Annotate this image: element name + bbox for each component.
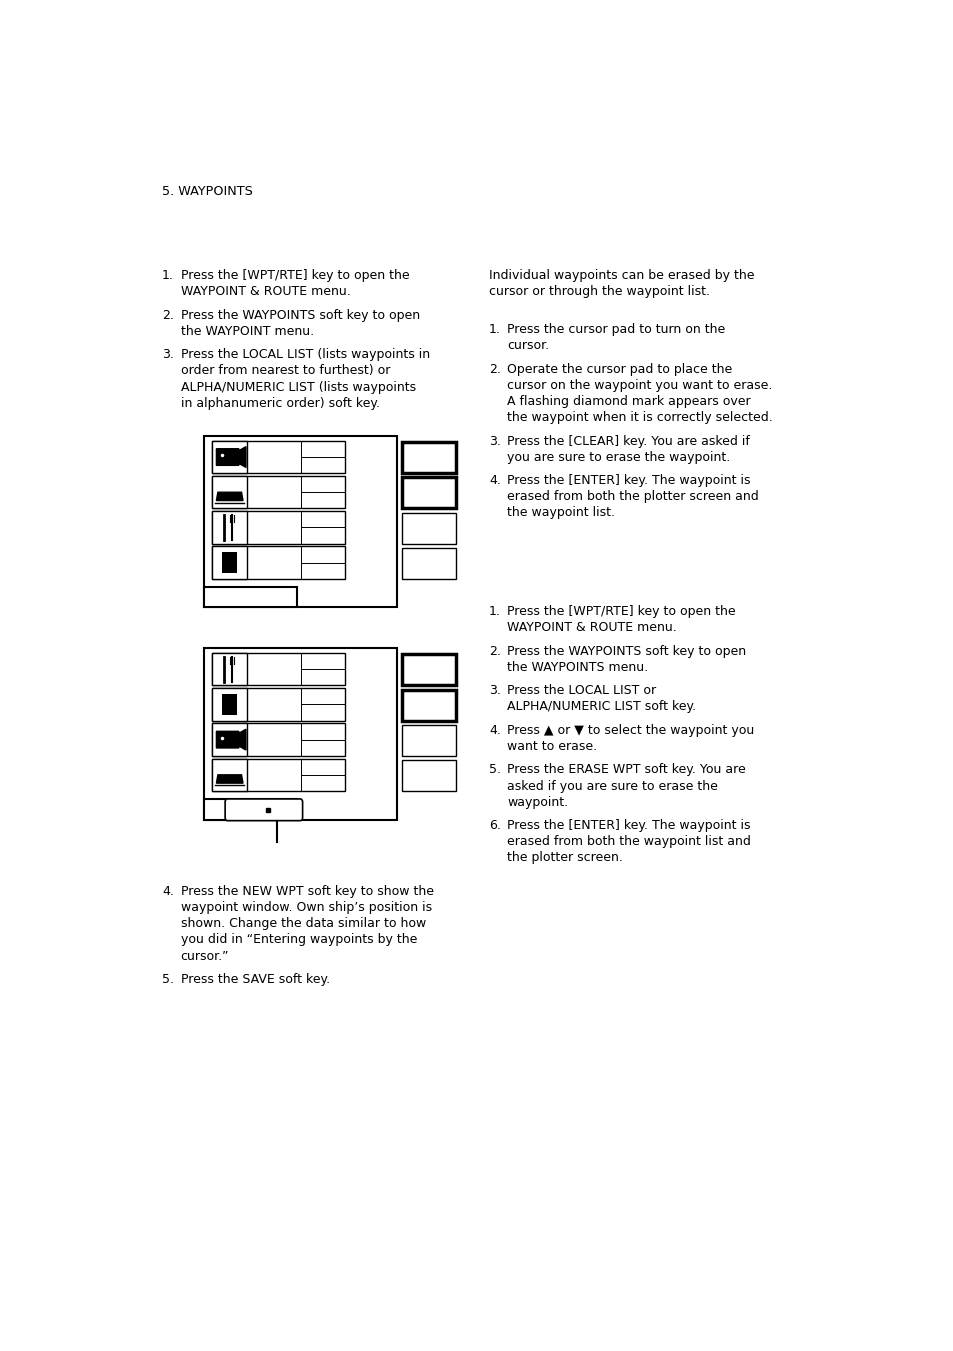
- Text: the waypoint list.: the waypoint list.: [507, 507, 615, 519]
- Text: 5.: 5.: [488, 763, 500, 777]
- Bar: [204, 436, 396, 608]
- Text: the plotter screen.: the plotter screen.: [507, 851, 622, 865]
- Text: 5.: 5.: [162, 973, 174, 986]
- Text: Press the WAYPOINTS soft key to open: Press the WAYPOINTS soft key to open: [507, 644, 746, 658]
- Text: 4.: 4.: [488, 724, 500, 736]
- Bar: [212, 759, 344, 790]
- Bar: [212, 511, 247, 543]
- Bar: [402, 512, 456, 543]
- Text: want to erase.: want to erase.: [507, 740, 597, 753]
- Text: 1.: 1.: [488, 605, 500, 619]
- Bar: [204, 648, 396, 820]
- Text: in alphanumeric order) soft key.: in alphanumeric order) soft key.: [180, 397, 379, 409]
- Text: 3.: 3.: [162, 349, 173, 361]
- Text: Press the [WPT/RTE] key to open the: Press the [WPT/RTE] key to open the: [180, 269, 409, 282]
- Text: ALPHA/NUMERIC LIST (lists waypoints: ALPHA/NUMERIC LIST (lists waypoints: [180, 381, 416, 393]
- Text: 6.: 6.: [488, 819, 500, 832]
- Bar: [212, 546, 247, 578]
- Bar: [212, 511, 344, 543]
- Bar: [212, 688, 344, 720]
- Text: cursor.: cursor.: [507, 339, 549, 353]
- Bar: [402, 761, 456, 790]
- Text: erased from both the waypoint list and: erased from both the waypoint list and: [507, 835, 751, 848]
- Bar: [204, 798, 296, 820]
- Text: shown. Change the data similar to how: shown. Change the data similar to how: [180, 917, 425, 931]
- Text: cursor.”: cursor.”: [180, 950, 229, 963]
- Polygon shape: [216, 449, 243, 465]
- Bar: [212, 723, 344, 755]
- Text: cursor or through the waypoint list.: cursor or through the waypoint list.: [488, 285, 709, 299]
- Text: waypoint window. Own ship’s position is: waypoint window. Own ship’s position is: [180, 901, 432, 915]
- Text: Press the SAVE soft key.: Press the SAVE soft key.: [180, 973, 330, 986]
- Bar: [402, 547, 456, 578]
- FancyBboxPatch shape: [225, 798, 302, 820]
- Text: the waypoint when it is correctly selected.: the waypoint when it is correctly select…: [507, 411, 772, 424]
- Bar: [204, 586, 296, 608]
- Text: Press the [WPT/RTE] key to open the: Press the [WPT/RTE] key to open the: [507, 605, 736, 619]
- Text: Press the LOCAL LIST (lists waypoints in: Press the LOCAL LIST (lists waypoints in: [180, 349, 429, 361]
- Bar: [222, 694, 237, 715]
- Bar: [212, 723, 247, 755]
- Text: order from nearest to furthest) or: order from nearest to furthest) or: [180, 365, 390, 377]
- Text: erased from both the plotter screen and: erased from both the plotter screen and: [507, 490, 759, 504]
- Polygon shape: [238, 447, 246, 467]
- Bar: [402, 655, 456, 669]
- Text: 3.: 3.: [488, 435, 500, 447]
- Text: you are sure to erase the waypoint.: you are sure to erase the waypoint.: [507, 451, 730, 463]
- Polygon shape: [216, 775, 243, 784]
- Bar: [402, 654, 456, 685]
- Polygon shape: [216, 492, 243, 501]
- Text: Individual waypoints can be erased by the: Individual waypoints can be erased by th…: [488, 269, 754, 282]
- Text: the WAYPOINT menu.: the WAYPOINT menu.: [180, 326, 314, 338]
- Text: WAYPOINT & ROUTE menu.: WAYPOINT & ROUTE menu.: [507, 621, 677, 635]
- Text: 4.: 4.: [488, 474, 500, 488]
- Text: 2.: 2.: [488, 363, 500, 376]
- Text: A flashing diamond mark appears over: A flashing diamond mark appears over: [507, 394, 750, 408]
- Text: you did in “Entering waypoints by the: you did in “Entering waypoints by the: [180, 934, 416, 947]
- Text: Press the NEW WPT soft key to show the: Press the NEW WPT soft key to show the: [180, 885, 434, 898]
- Text: Press the WAYPOINTS soft key to open: Press the WAYPOINTS soft key to open: [180, 309, 419, 322]
- Bar: [212, 546, 344, 578]
- Bar: [402, 477, 456, 508]
- Polygon shape: [216, 731, 243, 748]
- Text: Press the [ENTER] key. The waypoint is: Press the [ENTER] key. The waypoint is: [507, 474, 750, 488]
- Text: 2.: 2.: [488, 644, 500, 658]
- Bar: [212, 476, 247, 508]
- Text: Press ▲ or ▼ to select the waypoint you: Press ▲ or ▼ to select the waypoint you: [507, 724, 754, 736]
- Text: 5. WAYPOINTS: 5. WAYPOINTS: [162, 185, 253, 199]
- Bar: [222, 553, 237, 573]
- Text: ALPHA/NUMERIC LIST soft key.: ALPHA/NUMERIC LIST soft key.: [507, 700, 696, 713]
- Text: Press the [ENTER] key. The waypoint is: Press the [ENTER] key. The waypoint is: [507, 819, 750, 832]
- Bar: [212, 653, 247, 685]
- Polygon shape: [238, 730, 246, 750]
- Text: asked if you are sure to erase the: asked if you are sure to erase the: [507, 780, 718, 793]
- Bar: [402, 725, 456, 755]
- Bar: [212, 653, 344, 685]
- Bar: [212, 476, 344, 508]
- Text: 3.: 3.: [488, 685, 500, 697]
- Text: WAYPOINT & ROUTE menu.: WAYPOINT & ROUTE menu.: [180, 285, 350, 299]
- Bar: [212, 440, 247, 473]
- Text: Operate the cursor pad to place the: Operate the cursor pad to place the: [507, 363, 732, 376]
- Bar: [402, 689, 456, 720]
- Text: 2.: 2.: [162, 309, 173, 322]
- Bar: [212, 759, 247, 790]
- Bar: [402, 443, 456, 457]
- Text: Press the LOCAL LIST or: Press the LOCAL LIST or: [507, 685, 656, 697]
- Text: waypoint.: waypoint.: [507, 796, 568, 809]
- Text: 1.: 1.: [162, 269, 173, 282]
- Text: cursor on the waypoint you want to erase.: cursor on the waypoint you want to erase…: [507, 380, 772, 392]
- Text: Press the ERASE WPT soft key. You are: Press the ERASE WPT soft key. You are: [507, 763, 745, 777]
- Text: Press the [CLEAR] key. You are asked if: Press the [CLEAR] key. You are asked if: [507, 435, 749, 447]
- Bar: [402, 442, 456, 473]
- Bar: [212, 688, 247, 720]
- Text: Press the cursor pad to turn on the: Press the cursor pad to turn on the: [507, 323, 725, 336]
- Bar: [212, 440, 344, 473]
- Text: 4.: 4.: [162, 885, 173, 898]
- Text: the WAYPOINTS menu.: the WAYPOINTS menu.: [507, 661, 648, 674]
- Text: 1.: 1.: [488, 323, 500, 336]
